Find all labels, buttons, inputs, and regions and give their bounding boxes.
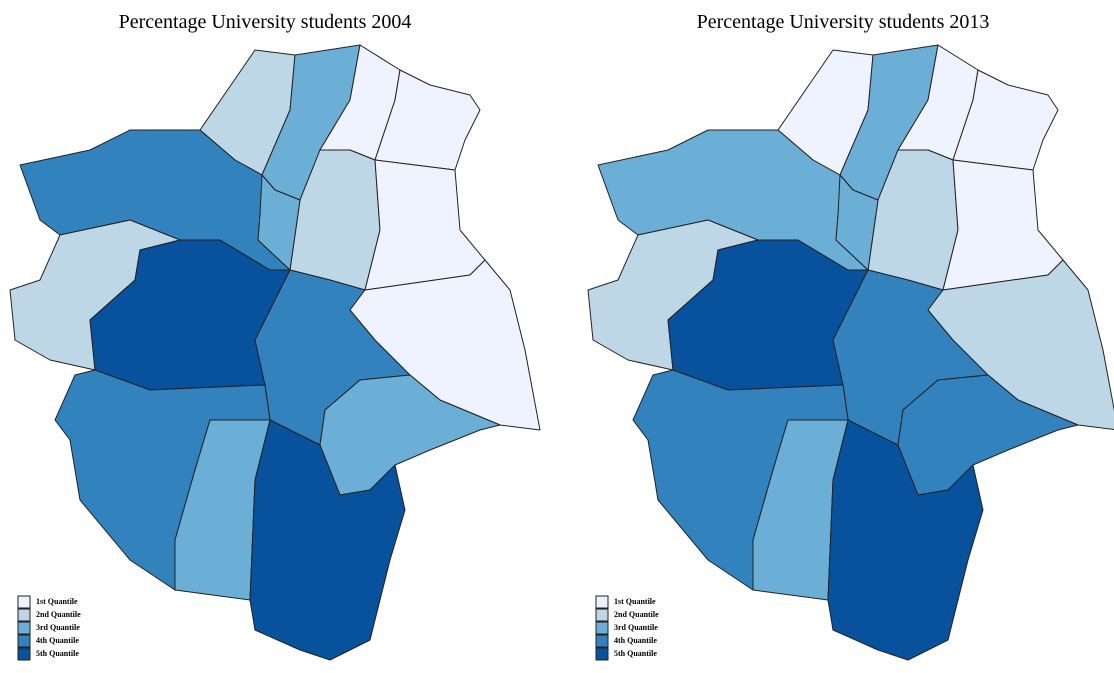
- region: [942, 159, 1064, 291]
- region: [827, 419, 984, 661]
- legend-label: 1st Quantile: [36, 597, 78, 606]
- legend-swatch: [595, 621, 609, 635]
- legend-swatch: [17, 608, 31, 622]
- legend-label: 3rd Quantile: [36, 623, 80, 632]
- region: [249, 419, 406, 661]
- legend-label: 3rd Quantile: [614, 623, 658, 632]
- legend-swatch: [595, 647, 609, 661]
- legend-swatch: [595, 595, 609, 609]
- region: [374, 69, 481, 171]
- legend-label: 2nd Quantile: [614, 610, 659, 619]
- legend-label: 2nd Quantile: [36, 610, 81, 619]
- legend-swatch: [595, 634, 609, 648]
- legend-label: 1st Quantile: [614, 597, 656, 606]
- region: [927, 259, 1114, 431]
- legend-label: 4th Quantile: [614, 636, 657, 645]
- map-title: Percentage University students 2013: [697, 11, 990, 33]
- legend-swatch: [595, 608, 609, 622]
- legend-label: 4th Quantile: [36, 636, 79, 645]
- legend-swatch: [17, 647, 31, 661]
- legend-label: 5th Quantile: [614, 649, 657, 658]
- legend-swatch: [17, 595, 31, 609]
- region: [364, 159, 486, 291]
- legend-swatch: [17, 621, 31, 635]
- region: [349, 259, 541, 431]
- legend-swatch: [17, 634, 31, 648]
- map-title: Percentage University students 2004: [119, 11, 412, 33]
- legend-label: 5th Quantile: [36, 649, 79, 658]
- region: [952, 69, 1059, 171]
